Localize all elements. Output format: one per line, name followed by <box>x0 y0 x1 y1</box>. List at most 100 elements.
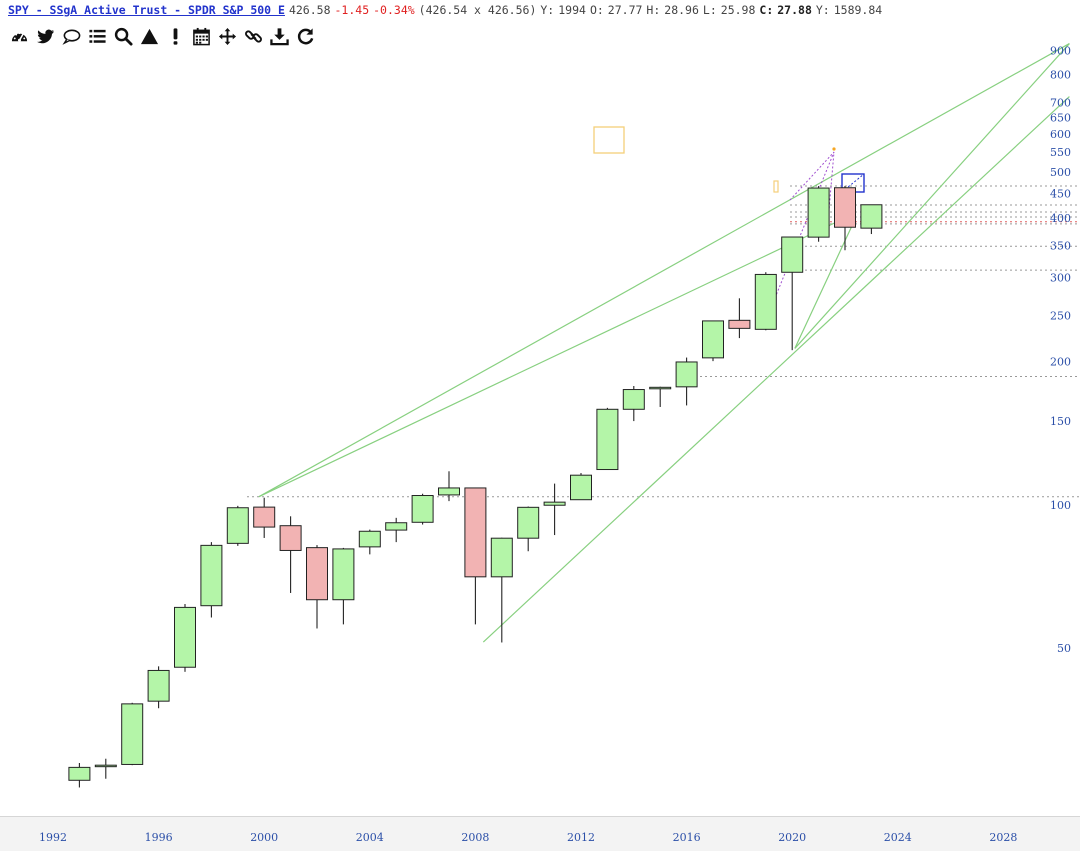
candle-1995[interactable] <box>121 702 144 766</box>
y-tick-label: 300 <box>1050 272 1071 285</box>
download-button[interactable] <box>268 25 290 47</box>
comment-button[interactable] <box>60 25 82 47</box>
open-label: O: <box>589 3 604 17</box>
x-tick-label: 2016 <box>673 831 701 844</box>
y-tick-label: 600 <box>1050 128 1071 141</box>
comment-icon <box>61 29 80 45</box>
candle-2006[interactable] <box>411 493 434 525</box>
open-value: 27.77 <box>607 3 643 17</box>
trendlines[interactable] <box>258 43 1070 643</box>
search-button[interactable] <box>112 25 134 47</box>
candle-1993[interactable] <box>68 763 91 788</box>
alert-button[interactable] <box>164 25 186 47</box>
candle-2017[interactable] <box>702 320 724 362</box>
trendline[interactable] <box>258 214 851 498</box>
candle-2010[interactable] <box>517 506 540 552</box>
candle-body <box>253 506 276 528</box>
candle-1997[interactable] <box>174 604 196 672</box>
candle-2018[interactable] <box>728 298 751 339</box>
download-icon <box>269 27 289 45</box>
candle-2015[interactable] <box>649 386 672 407</box>
candle-2002[interactable] <box>306 545 328 629</box>
candle-1999[interactable] <box>226 505 249 546</box>
candle-1996[interactable] <box>147 666 170 709</box>
reference-lines <box>247 185 1080 498</box>
dashboard-button[interactable] <box>8 25 30 47</box>
x-tick-label: 2024 <box>884 831 912 844</box>
candle-2011[interactable] <box>543 483 566 536</box>
fib-projection-line-2[interactable] <box>789 151 835 201</box>
small-marker-annotation <box>773 180 779 193</box>
quote-header: SPY - SSgA Active Trust - SPDR S&P 500 E… <box>8 3 886 19</box>
list-button[interactable] <box>86 25 108 47</box>
triangle-button[interactable] <box>138 25 160 47</box>
candle-body <box>860 204 883 229</box>
refresh-button[interactable] <box>294 25 316 47</box>
candle-body <box>807 187 830 238</box>
exclamation-icon <box>173 27 177 45</box>
x-tick-label: 1996 <box>145 831 173 844</box>
price-change-pct: -0.34% <box>373 3 415 17</box>
candle-body <box>411 495 434 523</box>
candle-2016[interactable] <box>675 357 698 406</box>
candle-body <box>570 474 592 501</box>
trendline[interactable] <box>482 96 1070 643</box>
close-label: C: <box>759 3 774 17</box>
candle-body <box>200 544 223 607</box>
y-tick-label: 50 <box>1057 642 1071 655</box>
candle-body <box>622 389 645 410</box>
candle-2004[interactable] <box>358 529 381 555</box>
dashboard-icon <box>11 31 27 42</box>
last-price: 426.58 <box>288 3 331 17</box>
symbol-link[interactable]: SPY - SSgA Active Trust - SPDR S&P 500 E <box>8 3 285 17</box>
candle-1998[interactable] <box>200 542 223 618</box>
candle-2009[interactable] <box>490 537 513 643</box>
candle-2000[interactable] <box>253 497 276 538</box>
low-value: 25.98 <box>720 3 756 17</box>
x-axis-bar: 1992 1996 2000 2004 2008 2012 2016 2020 2024 2028 <box>0 816 1080 851</box>
y-tick-label: 400 <box>1050 212 1071 225</box>
candle-2021[interactable] <box>807 186 830 242</box>
candle-2012[interactable] <box>570 473 592 501</box>
candle-2014[interactable] <box>622 386 645 422</box>
low-label: L: <box>702 3 717 17</box>
candle-2005[interactable] <box>385 517 408 543</box>
x-tick-label: 2012 <box>567 831 595 844</box>
candle-body <box>68 766 91 781</box>
cursor-y-value: 1589.84 <box>833 3 883 17</box>
candle-body <box>226 507 249 544</box>
candle-body <box>358 530 381 548</box>
candle-2013[interactable] <box>596 407 619 471</box>
candle-body <box>94 764 117 768</box>
candle-2003[interactable] <box>332 547 355 625</box>
y-tick-label: 150 <box>1050 415 1071 428</box>
move-icon <box>218 27 236 45</box>
y-tick-label: 650 <box>1050 112 1071 125</box>
candle-2008[interactable] <box>464 487 487 625</box>
candle-body <box>279 525 302 551</box>
candle-body <box>702 320 724 359</box>
candle-2023[interactable] <box>860 204 883 235</box>
y-tick-label: 200 <box>1050 355 1071 368</box>
candle-2020[interactable] <box>781 236 804 351</box>
candle-2001[interactable] <box>279 516 302 593</box>
x-axis: 1992 1996 2000 2004 2008 2012 2016 2020 2024 2028 <box>39 831 1017 844</box>
link-button[interactable] <box>242 25 264 47</box>
trendline[interactable] <box>258 43 1070 498</box>
candles <box>68 185 883 788</box>
candle-2022[interactable] <box>834 185 856 251</box>
candle-body <box>464 487 487 578</box>
candle-2007[interactable] <box>438 471 460 502</box>
highlight-box-annotation[interactable] <box>593 126 625 154</box>
candle-1994[interactable] <box>94 758 117 779</box>
marker-dot <box>832 147 836 151</box>
candle-body <box>517 506 540 539</box>
candle-body <box>438 487 460 496</box>
candle-2019[interactable] <box>754 272 777 331</box>
move-button[interactable] <box>216 25 238 47</box>
twitter-button[interactable] <box>34 25 56 47</box>
calendar-button[interactable] <box>190 25 212 47</box>
trendline[interactable] <box>794 43 1070 349</box>
y-tick-label: 100 <box>1050 499 1071 512</box>
